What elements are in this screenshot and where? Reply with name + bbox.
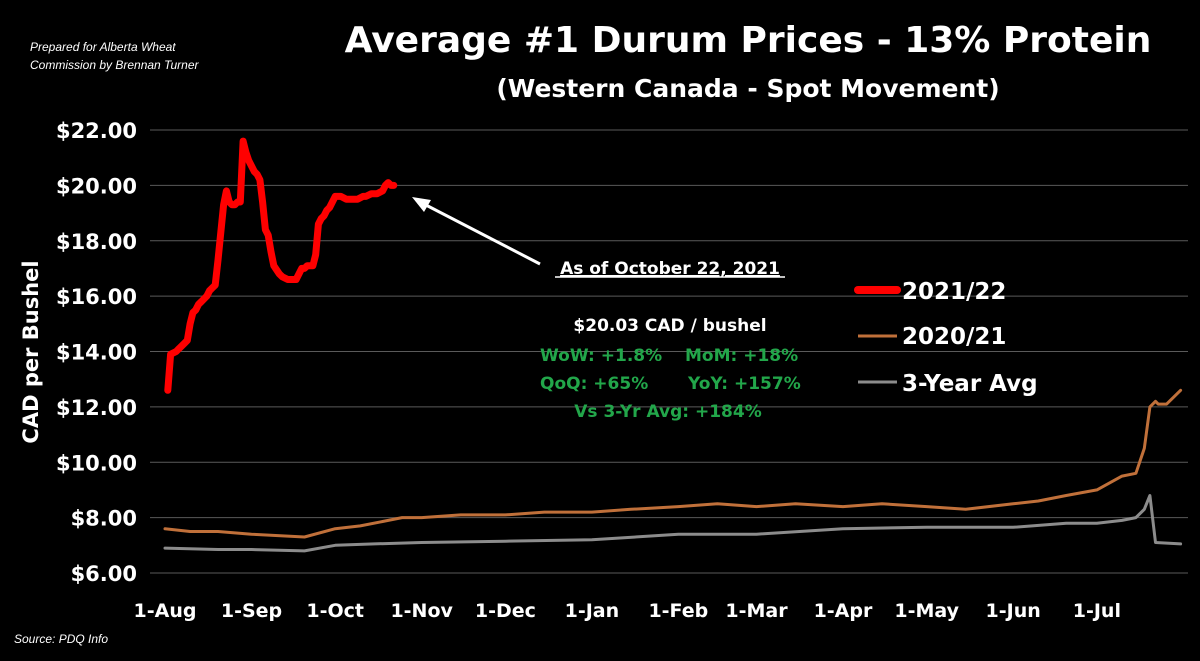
source-note: Source: PDQ Info	[14, 632, 109, 646]
x-tick-1-may: 1-May	[894, 600, 959, 622]
x-tick-1-apr: 1-Apr	[814, 600, 873, 622]
y-tick-14-00: $14.00	[56, 341, 137, 365]
series-line-3-year-avg	[163, 494, 1183, 553]
series-line-2021-22	[164, 137, 398, 394]
x-tick-1-jun: 1-Jun	[986, 600, 1041, 622]
y-tick-20-00: $20.00	[56, 174, 137, 198]
x-tick-1-jul: 1-Jul	[1073, 600, 1121, 622]
credit-line-2: Commission by Brennan Turner	[30, 58, 199, 72]
x-tick-1-sep: 1-Sep	[221, 600, 282, 622]
x-tick-1-nov: 1-Nov	[390, 600, 453, 622]
x-tick-1-dec: 1-Dec	[475, 600, 536, 622]
chart-subtitle: (Western Canada - Spot Movement)	[496, 74, 999, 103]
annotation-vs-3yr: Vs 3-Yr Avg: +184%	[574, 402, 761, 422]
annotation-price: $20.03 CAD / bushel	[573, 316, 766, 336]
y-tick-10-00: $10.00	[56, 451, 137, 475]
y-tick-12-00: $12.00	[56, 396, 137, 420]
credit-note: Prepared for Alberta Wheat Commission by…	[30, 38, 199, 74]
x-tick-1-feb: 1-Feb	[648, 600, 708, 622]
y-tick-22-00: $22.00	[56, 119, 137, 143]
y-tick-18-00: $18.00	[56, 230, 137, 254]
x-tick-1-mar: 1-Mar	[725, 600, 788, 622]
annotation-arrow-head	[412, 197, 431, 212]
y-tick-16-00: $16.00	[56, 285, 137, 309]
legend-label-2021-22: 2021/22	[902, 279, 1006, 305]
y-axis-label: CAD per Bushel	[19, 260, 43, 443]
x-tick-1-jan: 1-Jan	[565, 600, 620, 622]
series-line-2020-21	[163, 388, 1183, 539]
annotation-mom: MoM: +18%	[685, 346, 798, 366]
y-tick-6-00: $6.00	[71, 562, 137, 586]
annotation-arrow-line	[421, 201, 541, 266]
y-tick-8-00: $8.00	[71, 507, 137, 531]
annotation-yoy: YoY: +157%	[687, 374, 801, 394]
annotation-date: As of October 22, 2021	[560, 259, 780, 279]
x-tick-1-aug: 1-Aug	[134, 600, 197, 622]
credit-line-1: Prepared for Alberta Wheat	[30, 40, 176, 54]
x-tick-1-oct: 1-Oct	[306, 600, 364, 622]
annotation-wow: WoW: +1.8%	[540, 346, 662, 366]
legend-label-3yr-avg: 3-Year Avg	[902, 371, 1038, 397]
chart-title: Average #1 Durum Prices - 13% Protein	[345, 20, 1152, 61]
annotation-qoq: QoQ: +65%	[540, 374, 648, 394]
legend-label-2020-21: 2020/21	[902, 324, 1006, 350]
